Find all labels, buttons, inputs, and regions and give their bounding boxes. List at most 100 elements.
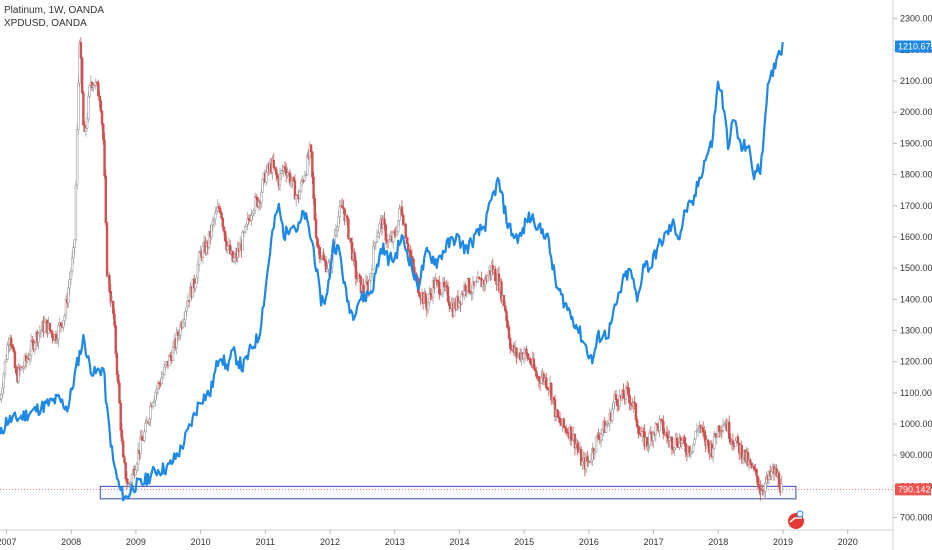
candle-body <box>553 399 557 417</box>
candle-body <box>103 139 106 177</box>
candle-body <box>143 431 146 441</box>
candle-body <box>245 223 248 227</box>
candle-body <box>706 439 710 446</box>
candle-body <box>160 377 163 385</box>
candle-body <box>104 175 107 224</box>
candle-body <box>121 440 125 458</box>
candle-body <box>210 224 213 238</box>
candle-body <box>299 181 303 192</box>
candle-body <box>220 212 223 219</box>
palladium-price-tag-bg <box>895 40 931 53</box>
candle-body <box>545 377 548 388</box>
price-tags: 1210.675 790.142 <box>895 40 932 496</box>
candle-body <box>195 277 198 284</box>
candle-body <box>611 408 614 422</box>
candle-body <box>532 358 536 369</box>
candle-body <box>13 351 17 368</box>
candle-body <box>148 418 151 423</box>
candle-body <box>398 208 401 221</box>
support-zone-box[interactable] <box>99 485 797 500</box>
y-axis[interactable]: 700.000800.000900.0001000.0001100.000120… <box>892 0 932 550</box>
candle-body <box>184 311 187 320</box>
tv-logo-dot <box>796 510 804 518</box>
candle-body <box>171 346 175 362</box>
candle-body <box>80 57 84 93</box>
candle-body <box>151 402 155 407</box>
candle-body <box>153 399 156 403</box>
candle-body <box>161 373 165 379</box>
candle-body <box>378 223 381 234</box>
candle-body <box>401 214 405 226</box>
y-tick-label: 1000.000 <box>900 419 932 429</box>
candle-body <box>26 358 29 362</box>
candle-body <box>525 349 528 354</box>
candle-body <box>181 322 185 328</box>
candle-body <box>51 331 54 338</box>
x-tick-label: 2012 <box>320 537 340 547</box>
candle-body <box>428 293 431 303</box>
candle-body <box>780 483 783 493</box>
candle-body <box>219 208 222 213</box>
x-axis[interactable]: 2007 2008 2009 2010 2011 2012 2013 2014 2015 2016… <box>0 529 893 547</box>
candle-body <box>370 269 374 274</box>
candle-body <box>84 128 88 132</box>
candle-body <box>215 210 218 214</box>
candle-body <box>163 366 166 375</box>
candle-body <box>500 281 503 302</box>
palladium-series-line[interactable] <box>0 41 784 502</box>
candle-body <box>72 247 75 259</box>
x-tick-label: 2009 <box>126 537 146 547</box>
candle-body <box>392 231 395 242</box>
candle-body <box>369 273 373 281</box>
candle-body <box>261 179 264 193</box>
candle-body <box>670 437 674 450</box>
candle-body <box>740 444 743 460</box>
candle-body <box>318 246 322 260</box>
candle-body <box>276 174 279 179</box>
palladium-price-tag-label: 1210.675 <box>898 42 932 52</box>
candle-body <box>12 347 15 352</box>
candle-body <box>757 484 761 489</box>
candle-body <box>197 252 201 266</box>
candle-body <box>460 293 463 305</box>
y-tick-label: 2000.000 <box>900 107 932 117</box>
tv-logo-mark <box>789 517 802 523</box>
candle-body <box>211 220 214 226</box>
candle-body <box>253 196 257 211</box>
candle-body <box>130 474 134 483</box>
candle-body <box>74 184 78 241</box>
candle-body <box>39 329 43 333</box>
x-tick-label: 2014 <box>449 537 469 547</box>
candle-body <box>616 399 619 406</box>
platinum-price-tag-bg <box>895 483 931 496</box>
candle-body <box>225 240 228 250</box>
candle-body <box>599 433 603 441</box>
candle-body <box>201 246 205 258</box>
candle-body <box>196 264 200 279</box>
candle-body <box>354 260 358 279</box>
y-tick-label: 1200.000 <box>900 357 932 367</box>
candle-body <box>426 302 430 311</box>
x-tick-label: 2016 <box>579 537 599 547</box>
candle-body <box>109 291 112 303</box>
candle-body <box>88 85 91 97</box>
candle-body <box>293 180 297 200</box>
x-tick-label: 2010 <box>191 537 211 547</box>
candle-body <box>502 295 506 306</box>
platinum-candles[interactable] <box>0 37 783 501</box>
candle-body <box>400 206 404 216</box>
candle-body <box>59 322 63 326</box>
candle-body <box>601 429 604 435</box>
x-tick-label: 2018 <box>708 537 728 547</box>
candle-body <box>292 177 295 181</box>
plot-area[interactable] <box>0 37 893 502</box>
candle-body <box>347 218 350 240</box>
candle-body <box>28 354 32 360</box>
candle-body <box>660 418 664 422</box>
candle-body <box>313 198 317 220</box>
candle-body <box>9 337 13 347</box>
candle-body <box>298 190 302 200</box>
candle-body <box>614 394 618 400</box>
legend-secondary-symbol: XPDUSD, OANDA <box>4 18 87 29</box>
